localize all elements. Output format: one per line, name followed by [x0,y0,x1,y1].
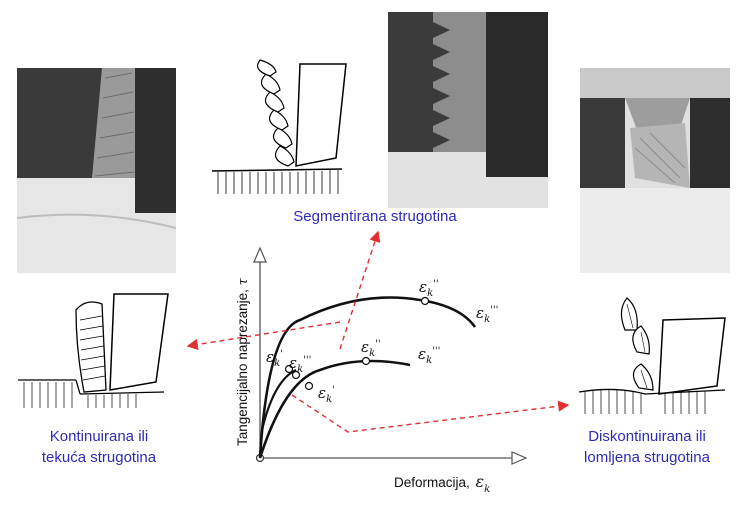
segmented-chip-sketch [208,54,348,204]
lower-node-1 [304,381,314,391]
y-axis-label: Tangencijalno naprezanje, τ [235,277,251,446]
lower-curve [258,359,411,459]
upper-node-3 [420,296,430,306]
segmented-chip-caption: Segmentirana strugotina [293,208,457,225]
upper-node-2 [291,370,301,380]
discontinuous-caption-line-2: lomljena strugotina [584,449,710,466]
discontinuous-chip-caption: Diskontinuirana ili lomljena strugotina [560,426,734,468]
arrow-to-continuous [186,321,341,351]
continuous-caption-line-1: Kontinuirana ili [49,428,149,445]
discontinuous-chip-sketch [575,290,733,420]
eps-lower-start: εk' [318,384,335,405]
upper-curve [258,296,477,459]
discontinuous-chip-photo [580,68,730,273]
discontinuous-caption-line-1: Diskontinuirana ili [588,428,706,445]
y-axis-arrowhead [253,246,267,263]
eps-upper-start: εk' [266,348,283,369]
lower-node-2 [361,356,371,366]
arrow-to-segmented [339,230,381,350]
continuous-chip-photo [17,68,176,273]
continuous-chip-sketch [14,290,174,420]
continuous-caption-line-2: tekuća strugotina [41,449,157,466]
segmented-chip-photo [388,12,548,208]
x-axis-arrowhead [511,451,528,465]
eps-upper-alt: εk''' [289,354,311,375]
eps-lower-mid: εk'' [361,338,381,359]
upper-curve-start [260,368,297,431]
continuous-chip-caption: Kontinuirana ili tekuća strugotina [14,426,184,468]
upper-node-1 [284,364,294,374]
eps-upper-mid: εk'' [419,278,439,299]
x-axis-label: Deformacija, εk [394,472,490,495]
arrow-to-discontinuous [291,394,570,433]
eps-upper-end: εk''' [476,304,498,325]
eps-lower-end: εk''' [418,345,440,366]
